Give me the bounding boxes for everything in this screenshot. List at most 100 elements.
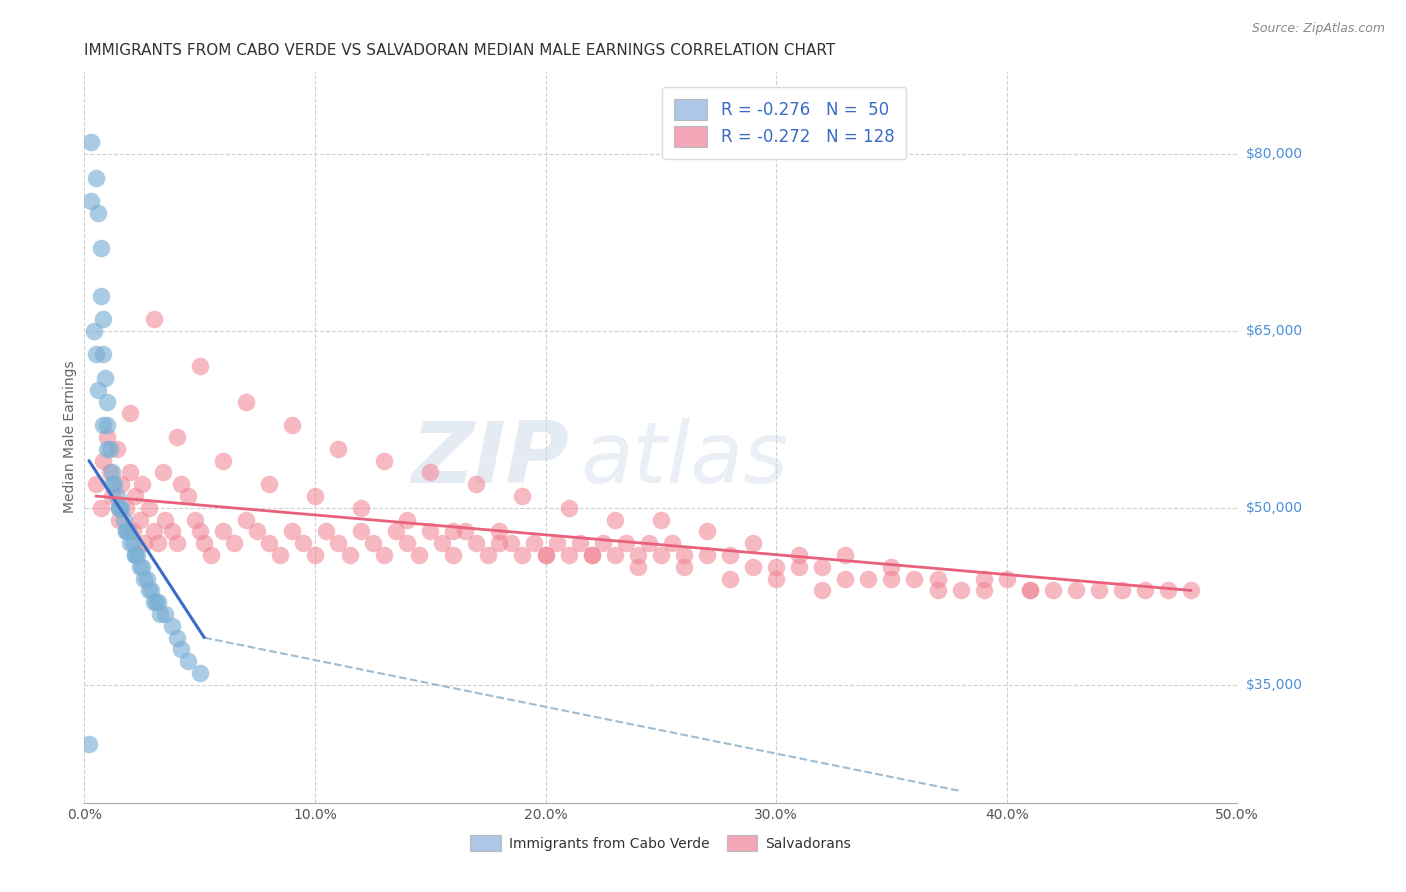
Text: IMMIGRANTS FROM CABO VERDE VS SALVADORAN MEDIAN MALE EARNINGS CORRELATION CHART: IMMIGRANTS FROM CABO VERDE VS SALVADORAN… [84, 43, 835, 58]
Point [834, 572, 856, 586]
Point [235, 394, 257, 409]
Point [419, 524, 441, 539]
Point [419, 466, 441, 480]
Point [592, 536, 614, 550]
Point [441, 524, 464, 539]
Point [361, 536, 384, 550]
Point [557, 548, 579, 562]
Point [304, 489, 326, 503]
Point [581, 548, 603, 562]
Point [135, 572, 157, 586]
Point [121, 536, 143, 550]
Point [131, 477, 153, 491]
Text: $65,000: $65,000 [1246, 324, 1303, 338]
Point [138, 500, 160, 515]
Point [108, 513, 131, 527]
Point [430, 536, 453, 550]
Point [200, 548, 222, 562]
Point [142, 524, 165, 539]
Point [488, 536, 510, 550]
Point [742, 536, 765, 550]
Text: ZIP: ZIP [411, 417, 568, 500]
Point [211, 453, 233, 467]
Point [326, 536, 349, 550]
Point [188, 666, 211, 681]
Point [89, 500, 111, 515]
Point [108, 500, 131, 515]
Point [534, 548, 557, 562]
Point [160, 619, 183, 633]
Point [235, 513, 257, 527]
Point [80, 135, 103, 149]
Y-axis label: Median Male Earnings: Median Male Earnings [63, 360, 77, 514]
Point [128, 513, 150, 527]
Point [949, 583, 972, 598]
Point [120, 536, 142, 550]
Point [315, 524, 337, 539]
Point [638, 536, 661, 550]
Point [499, 536, 522, 550]
Point [339, 548, 361, 562]
Point [170, 642, 193, 657]
Point [146, 536, 169, 550]
Point [84, 170, 107, 185]
Point [973, 572, 995, 586]
Point [718, 572, 741, 586]
Point [834, 548, 856, 562]
Point [534, 548, 557, 562]
Point [128, 559, 150, 574]
Point [927, 583, 949, 598]
Point [91, 347, 114, 361]
Point [84, 347, 107, 361]
Point [166, 536, 188, 550]
Point [103, 477, 125, 491]
Point [408, 548, 430, 562]
Point [177, 654, 200, 668]
Point [121, 524, 143, 539]
Point [83, 324, 105, 338]
Point [465, 477, 488, 491]
Point [281, 524, 304, 539]
Point [142, 312, 165, 326]
Point [152, 466, 174, 480]
Point [110, 477, 132, 491]
Text: Source: ZipAtlas.com: Source: ZipAtlas.com [1251, 22, 1385, 36]
Point [257, 477, 280, 491]
Point [569, 536, 592, 550]
Point [124, 548, 146, 562]
Point [127, 548, 149, 562]
Point [105, 489, 128, 503]
Point [557, 500, 579, 515]
Point [115, 524, 138, 539]
Point [1064, 583, 1087, 598]
Point [1018, 583, 1040, 598]
Point [96, 418, 118, 433]
Point [396, 536, 419, 550]
Point [927, 572, 949, 586]
Point [1018, 583, 1040, 598]
Point [84, 477, 107, 491]
Point [995, 572, 1018, 586]
Point [94, 371, 117, 385]
Point [170, 477, 193, 491]
Point [115, 500, 138, 515]
Point [87, 206, 110, 220]
Point [672, 559, 695, 574]
Point [454, 524, 477, 539]
Point [973, 583, 995, 598]
Legend: Immigrants from Cabo Verde, Salvadorans: Immigrants from Cabo Verde, Salvadorans [464, 828, 858, 858]
Point [188, 359, 211, 374]
Point [141, 583, 163, 598]
Point [396, 513, 419, 527]
Point [373, 548, 395, 562]
Point [627, 559, 650, 574]
Point [134, 536, 156, 550]
Point [696, 524, 718, 539]
Point [811, 583, 834, 598]
Point [177, 489, 200, 503]
Point [488, 524, 510, 539]
Point [512, 548, 534, 562]
Point [603, 548, 626, 562]
Point [112, 513, 135, 527]
Point [138, 583, 160, 598]
